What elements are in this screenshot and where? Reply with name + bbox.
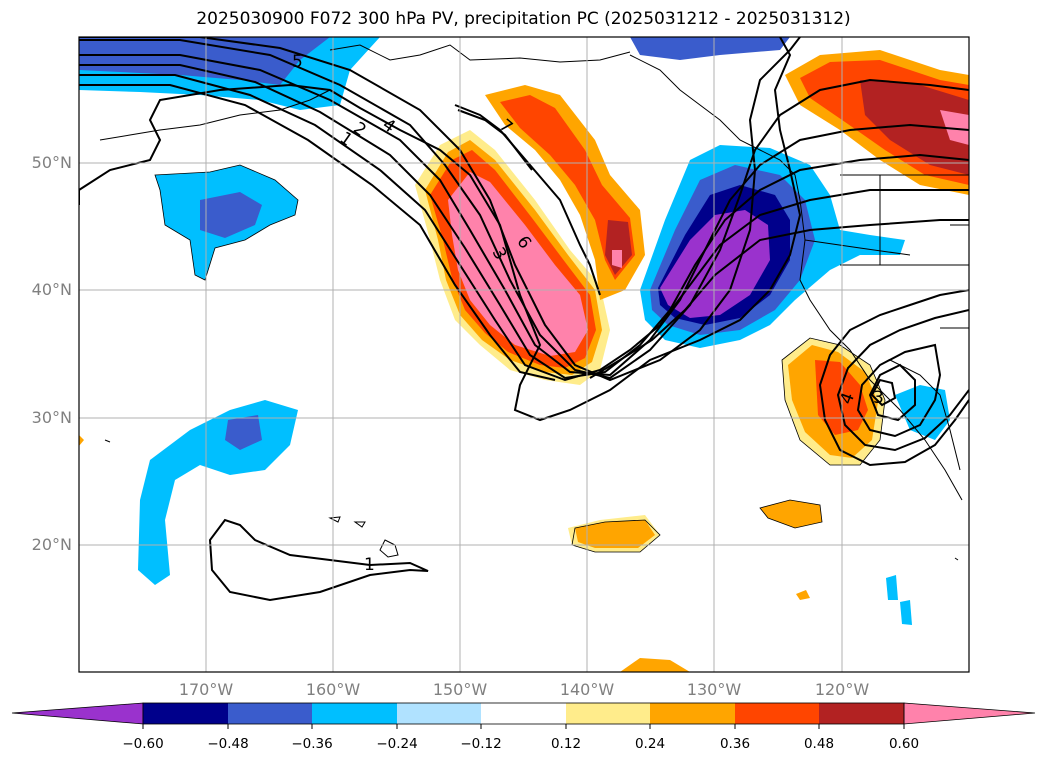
colorbar-extend-left [11, 702, 144, 725]
lat-label: 50°N [31, 153, 72, 172]
colorbar-bin [481, 703, 566, 724]
lon-label: 140°W [559, 680, 615, 699]
colorbar-bin [566, 703, 651, 724]
pos-band-main-core [448, 172, 588, 356]
colorbar-tick-label: −0.24 [376, 736, 418, 752]
colorbar-bin [143, 703, 228, 724]
contour-label: 1 [364, 555, 375, 575]
pos-small-south-3 [620, 658, 690, 672]
neg-blob-west-core [200, 192, 262, 238]
colorbar-tick-label: 0.36 [719, 736, 751, 752]
contour-label: 5 [292, 52, 303, 72]
lon-label: 150°W [432, 680, 488, 699]
pos-small-south-4 [796, 590, 810, 600]
pos-small-west-edge [79, 435, 84, 446]
colorbar-tick-label: −0.36 [291, 736, 333, 752]
neg-top-center [630, 37, 790, 60]
colorbar-tick-label: 0.60 [888, 736, 920, 752]
colorbar-bin [819, 703, 904, 724]
colorbar [11, 702, 1036, 729]
lat-label: 40°N [31, 280, 72, 299]
colorbar-tick-label: 0.24 [634, 736, 666, 752]
pos-arm-north-core [605, 220, 632, 275]
pos-small-south-2 [760, 500, 822, 528]
pv-contours [79, 37, 969, 602]
neg-southeast-small-2 [900, 600, 912, 625]
map-frame [78, 36, 970, 673]
gridlines [79, 37, 969, 672]
colorbar-extend-right [903, 702, 1036, 725]
colorbar-bin [397, 703, 482, 724]
lat-label: 30°N [31, 408, 72, 427]
shading-outlines [154, 164, 886, 553]
colorbar-tick-label: 0.48 [803, 736, 835, 752]
colorbar-bin [650, 703, 735, 724]
colorbar-tick-label: −0.48 [207, 736, 249, 752]
lon-label: 170°W [178, 680, 234, 699]
pos-arm-north-dark [500, 95, 635, 280]
neg-southeast-small-1 [886, 575, 898, 600]
neg-arc-southwest-core [225, 415, 262, 450]
pos-small-south-1-core [575, 520, 655, 548]
colorbar-bin [228, 703, 313, 724]
lat-label: 20°N [31, 535, 72, 554]
map-title: 2025030900 F072 300 hPa PV, precipitatio… [196, 9, 851, 29]
colorbar-bin [735, 703, 820, 724]
lon-label: 160°W [305, 680, 361, 699]
pos-arm-north-center [612, 250, 622, 268]
contour-label: 3 [873, 388, 884, 408]
colorbar-frame [142, 702, 905, 725]
pos-northeast-deep [860, 80, 969, 175]
neg-blob-main-core [660, 210, 770, 318]
neg-arc-southwest [138, 400, 298, 585]
lon-label: 130°W [686, 680, 742, 699]
colorbar-bin [312, 703, 397, 724]
lon-label: 120°W [814, 680, 870, 699]
colorbar-tick-label: −0.60 [122, 736, 164, 752]
colorbar-tick-label: 0.12 [550, 736, 582, 752]
pos-northeast-core [940, 110, 969, 145]
colorbar-tick-label: −0.12 [460, 736, 502, 752]
